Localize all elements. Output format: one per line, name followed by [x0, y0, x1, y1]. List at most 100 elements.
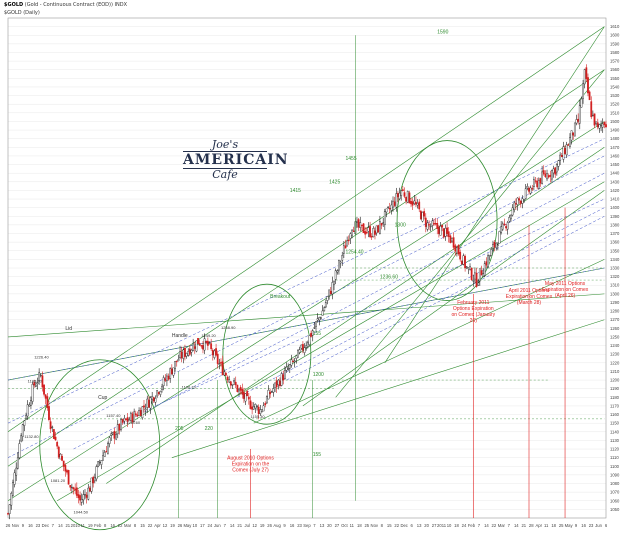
candle-body	[591, 114, 594, 117]
candle-body	[311, 330, 314, 336]
x-tick-label: 14	[230, 523, 235, 528]
candle-body	[437, 226, 440, 234]
x-tick-label: Sep	[303, 523, 311, 528]
candle-body	[252, 406, 255, 410]
candle-body	[195, 340, 198, 352]
candle-body	[16, 457, 19, 469]
candle-body	[551, 170, 553, 180]
candle-body	[342, 245, 345, 254]
candle-body	[452, 237, 455, 248]
candle-body	[375, 225, 378, 234]
candle-body	[31, 384, 34, 402]
candle-body	[585, 67, 588, 79]
candle-body	[537, 180, 540, 189]
x-tick-label: 12	[163, 523, 168, 528]
y-tick-label: 1080	[610, 481, 620, 486]
candle-body	[474, 272, 476, 280]
pattern-label: 1415	[290, 188, 301, 194]
candle-body	[390, 204, 393, 211]
y-tick-label: 1150	[610, 421, 620, 426]
x-tick-label: 14	[484, 523, 489, 528]
candle-body	[542, 170, 545, 175]
candle-body	[562, 146, 565, 160]
candle-body	[54, 436, 57, 441]
candle-body	[244, 393, 247, 402]
chart-subheader: $GOLD (Daily)	[4, 10, 40, 16]
candle-body	[539, 178, 542, 184]
candle-body	[80, 499, 83, 503]
y-tick-label: 1250	[610, 334, 620, 339]
candle-body	[534, 180, 537, 182]
x-tick-label: 15	[140, 523, 145, 528]
candle-body	[126, 417, 129, 422]
candle-body	[490, 249, 493, 256]
candle-body	[93, 477, 96, 482]
candle-body	[177, 359, 180, 362]
candle-body	[265, 396, 268, 404]
candle-body	[451, 237, 453, 242]
x-tick-label: 16	[110, 523, 115, 528]
candle-body	[131, 413, 134, 423]
candle-body	[464, 255, 467, 269]
candle-body	[279, 380, 281, 387]
cup-arc-2	[222, 283, 312, 425]
candle-body	[308, 335, 311, 345]
candle-body	[139, 410, 142, 416]
candle-body	[552, 168, 555, 174]
candle-body	[182, 349, 185, 359]
candle-body	[460, 260, 463, 265]
candle-body	[95, 466, 98, 480]
y-tick-label: 1450	[610, 162, 620, 167]
x-tick-label: 13	[320, 523, 325, 528]
candle-body	[485, 261, 488, 266]
green-trendline	[7, 121, 605, 502]
candle-body	[192, 343, 195, 351]
candle-body	[213, 350, 216, 358]
candle-body	[184, 348, 186, 357]
y-axis-ticks: 1050 1060 1070 1080 1090 1100 1110 1120 1130 1140…	[610, 24, 620, 512]
candle-body	[203, 338, 206, 351]
x-tick-label: Dec	[42, 523, 49, 528]
candle-body	[174, 360, 177, 369]
x-tick-label: 21	[237, 523, 242, 528]
candle-body	[459, 251, 462, 260]
candle-body	[477, 282, 480, 286]
x-tick-label: 22	[492, 523, 497, 528]
candle-body	[523, 199, 525, 201]
y-tick-label: 1530	[610, 93, 620, 98]
candle-body	[167, 375, 170, 380]
candle-body	[243, 392, 245, 399]
candle-body	[261, 409, 263, 412]
plot-frame	[7, 17, 607, 519]
candle-body	[395, 193, 398, 208]
candle-body	[554, 167, 557, 175]
candle-body	[70, 486, 73, 489]
x-tick-label: 10	[193, 523, 198, 528]
pattern-label: 1590	[437, 30, 448, 36]
x-tick-label: 6	[605, 523, 608, 528]
candle-body	[549, 174, 552, 177]
x-tick-label: 18	[551, 523, 556, 528]
x-tick-label: 26	[178, 523, 183, 528]
x-tick-label: 18	[357, 523, 362, 528]
x-tick-label: 13	[417, 523, 422, 528]
candle-body	[528, 187, 530, 192]
x-tick-label: 23	[36, 523, 41, 528]
candle-body	[105, 450, 108, 453]
y-tick-label: 1380	[610, 222, 620, 227]
y-tick-label: 1140	[610, 429, 620, 434]
candle-body	[225, 372, 227, 376]
candle-body	[434, 223, 437, 225]
y-tick-label: 1290	[610, 300, 620, 305]
candle-body	[193, 346, 196, 349]
y-tick-label: 1320	[610, 274, 620, 279]
pattern-label: 155	[313, 331, 322, 337]
candle-body	[385, 208, 388, 213]
candle-body	[406, 190, 409, 203]
y-tick-label: 1100	[610, 464, 620, 469]
y-tick-label: 1330	[610, 266, 620, 271]
x-tick-label: 8	[134, 523, 137, 528]
candle-body	[87, 487, 90, 500]
candle-body	[247, 396, 250, 400]
candle-body	[320, 317, 322, 319]
